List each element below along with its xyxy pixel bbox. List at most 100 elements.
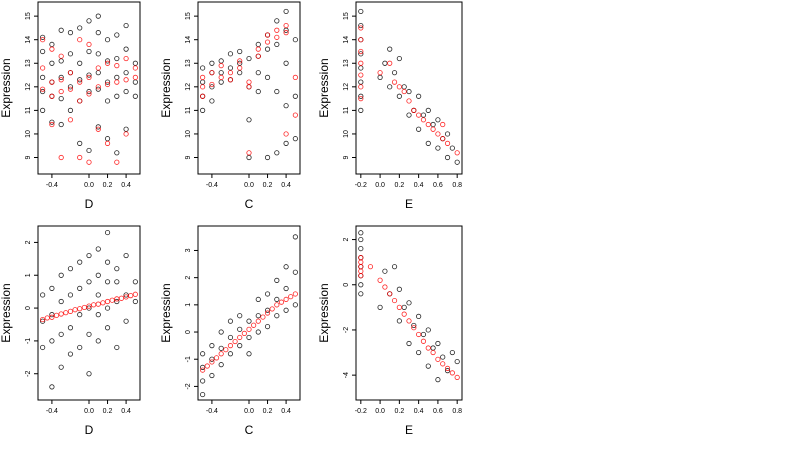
data-point-black — [95, 246, 101, 252]
data-point-black — [406, 88, 412, 95]
data-point-red — [58, 154, 64, 161]
data-point-red — [420, 117, 427, 123]
plot-area: -0.4 0.0 0.2 0.4 -2 -1 0 1 2 3 — [185, 225, 301, 415]
data-point-black — [58, 74, 64, 80]
data-point-black — [382, 268, 388, 274]
y-tick-label: 9 — [343, 155, 350, 159]
data-point-red — [255, 318, 261, 324]
x-tick-label: -0.4 — [206, 182, 218, 189]
data-point-black — [49, 119, 55, 125]
data-point-red — [218, 63, 224, 69]
x-tick-label: 0.8 — [452, 182, 462, 189]
data-point-black — [425, 327, 431, 333]
data-point-red — [77, 79, 83, 85]
data-point-black — [358, 245, 364, 252]
data-point-black — [40, 88, 46, 95]
data-point-red — [58, 311, 64, 317]
x-tick-label: 0.2 — [103, 408, 113, 415]
y-tick-label: 2 — [185, 276, 192, 280]
y-tick-label: -2 — [343, 327, 350, 333]
x-tick-label: 0.4 — [121, 182, 131, 189]
y-tick-label: -2 — [25, 371, 32, 377]
data-point-black — [396, 55, 402, 62]
data-point-black — [218, 329, 224, 335]
y-tick-label: 1 — [25, 273, 32, 277]
data-point-black — [95, 312, 101, 318]
red-point-series — [40, 291, 138, 323]
data-point-red — [104, 140, 111, 146]
data-point-black — [255, 329, 261, 335]
data-point-black — [114, 55, 120, 62]
y-tick-label: 10 — [25, 130, 32, 138]
data-point-black — [58, 27, 64, 33]
x-tick-label: 0.0 — [244, 182, 254, 189]
data-point-red — [420, 338, 427, 344]
data-point-black — [104, 98, 111, 104]
data-point-black — [67, 30, 74, 36]
x-tick-label: 0.0 — [84, 182, 94, 189]
data-point-black — [123, 252, 129, 259]
data-point-red — [77, 154, 83, 161]
data-point-black — [104, 37, 111, 43]
data-point-black — [67, 292, 74, 298]
data-point-black — [209, 343, 215, 349]
data-point-red — [223, 347, 229, 353]
plot-area: -0.2 0.0 0.2 0.4 0.6 0.8 9 10 11 12 13 14 15 — [343, 1, 463, 189]
x-tick-label: -0.4 — [206, 408, 218, 415]
data-point-red — [283, 296, 289, 303]
data-point-red — [132, 65, 138, 71]
data-point-black — [237, 343, 243, 349]
data-point-red — [241, 330, 247, 336]
data-point-black — [454, 159, 460, 165]
x-tick-label: 0.2 — [103, 182, 113, 189]
data-point-black — [264, 154, 271, 161]
data-point-red — [411, 325, 417, 331]
data-point-black — [114, 150, 120, 156]
data-point-black — [86, 371, 92, 377]
data-point-black — [104, 325, 111, 331]
data-point-black — [104, 58, 111, 64]
data-point-red — [260, 314, 266, 320]
data-point-red — [77, 98, 83, 104]
data-point-black — [358, 291, 364, 297]
data-point-black — [123, 22, 129, 29]
data-point-black — [104, 279, 111, 285]
data-point-black — [420, 331, 427, 338]
data-point-red — [283, 131, 289, 137]
data-point-red — [283, 30, 289, 36]
data-point-black — [377, 304, 383, 310]
data-point-black — [246, 318, 252, 324]
data-point-black — [454, 358, 460, 365]
red-point-series — [358, 255, 460, 381]
data-point-red — [430, 349, 436, 356]
data-point-black — [237, 48, 243, 55]
plot-frame — [355, 1, 463, 175]
data-point-red — [72, 307, 78, 313]
panel-bottom-middle: -0.4 0.0 0.2 0.4 -2 -1 0 1 2 3 C Expression — [159, 225, 301, 437]
data-point-black — [425, 107, 431, 113]
data-point-red — [382, 284, 388, 290]
data-point-red — [86, 303, 92, 309]
x-tick-label: 0.2 — [263, 182, 273, 189]
x-tick-label: 0.0 — [375, 182, 385, 189]
data-point-red — [358, 60, 364, 66]
data-point-red — [114, 159, 120, 165]
data-point-red — [213, 355, 220, 361]
data-point-black — [104, 305, 111, 311]
data-point-black — [77, 60, 83, 66]
y-axis-title: Expression — [0, 283, 13, 342]
y-tick-label: 2 — [343, 238, 350, 242]
y-tick-label: -2 — [185, 383, 192, 389]
data-point-black — [406, 300, 412, 306]
data-point-black — [123, 70, 129, 76]
data-point-red — [449, 370, 455, 376]
data-point-red — [440, 361, 446, 367]
data-point-black — [40, 344, 46, 351]
data-point-red — [132, 74, 138, 80]
data-point-black — [246, 117, 252, 123]
data-point-black — [416, 126, 422, 132]
data-point-red — [444, 365, 451, 371]
data-point-black — [49, 60, 55, 66]
data-point-black — [86, 48, 92, 55]
